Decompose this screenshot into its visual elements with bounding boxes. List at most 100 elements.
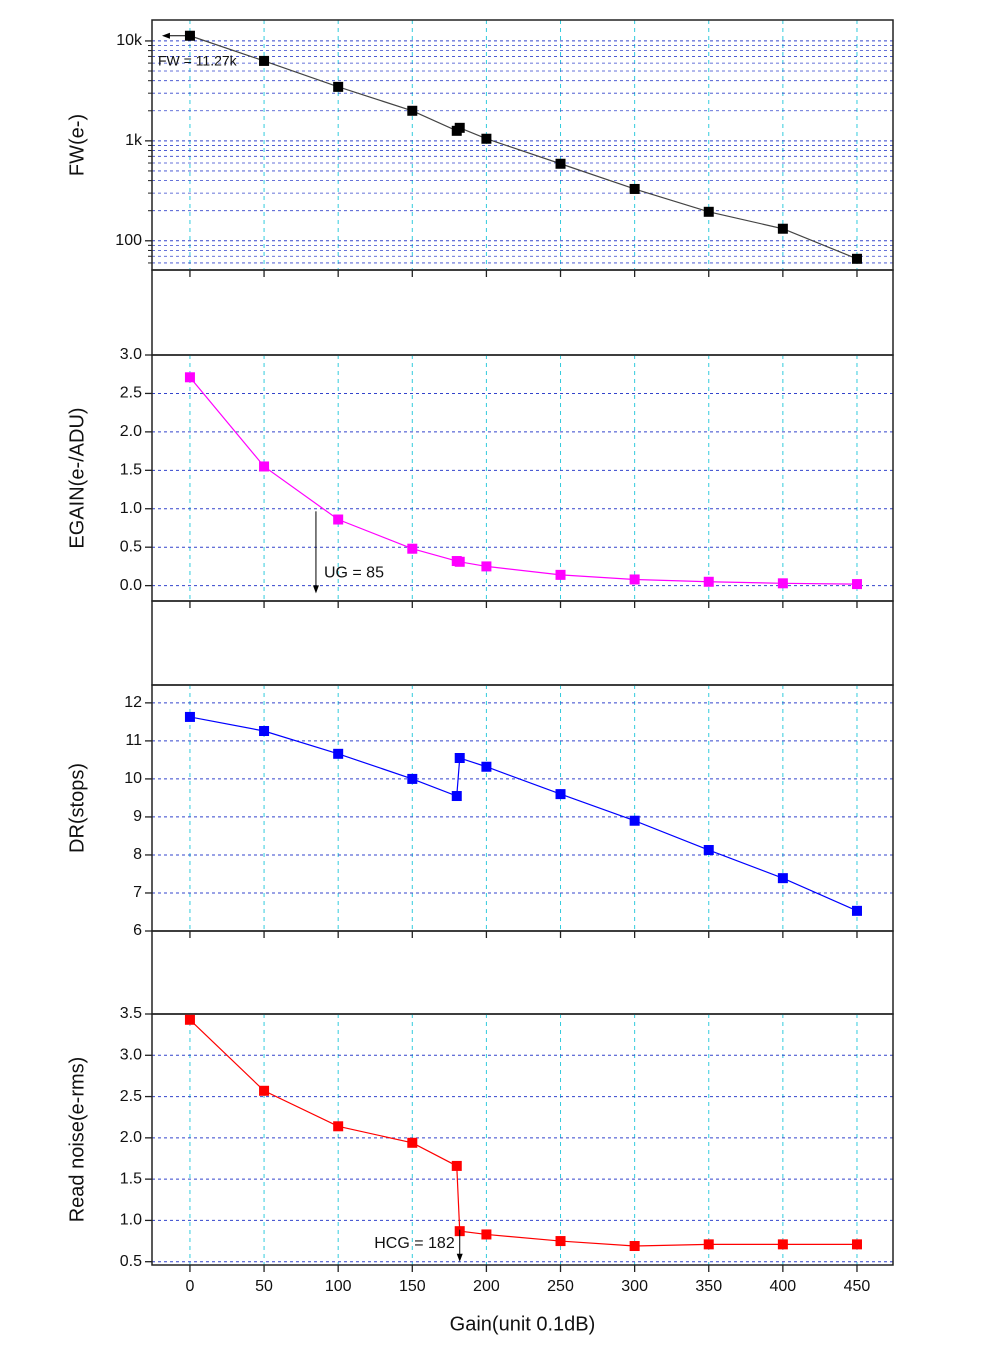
arrow-head (456, 1253, 463, 1262)
data-point (629, 1241, 640, 1252)
x-tick-label: 450 (844, 1278, 871, 1295)
data-point (407, 105, 418, 116)
data-point (703, 576, 714, 587)
series-line (189, 716, 858, 912)
series-line (189, 1019, 857, 1247)
spacer-box (151, 600, 894, 686)
y-tick-label: 2.0 (120, 1129, 142, 1146)
data-point (703, 845, 714, 856)
y-tick-label: 12 (124, 694, 142, 711)
data-point (407, 1137, 418, 1148)
y-tick-label: 2.5 (120, 1088, 142, 1105)
data-point (851, 1239, 862, 1250)
data-point (481, 133, 492, 144)
y-tick-label: 9 (133, 808, 142, 825)
data-point (333, 514, 344, 525)
data-point (851, 253, 862, 264)
x-tick-label: 250 (547, 1278, 574, 1295)
data-point (555, 569, 566, 580)
data-point (454, 556, 465, 567)
data-point (777, 873, 788, 884)
y-tick-label: 100 (115, 232, 142, 249)
y-tick-label: 1.0 (120, 500, 142, 517)
data-point (851, 905, 862, 916)
y-tick-label: 0.5 (120, 538, 142, 555)
data-point (777, 223, 788, 234)
y-axis-title: Read noise(e-rms) (66, 1057, 88, 1223)
data-point (259, 1085, 270, 1096)
y-tick-label: 10k (116, 32, 143, 49)
series-line (189, 35, 858, 260)
plot-frame (151, 19, 894, 271)
y-axis-title: DR(stops) (66, 763, 88, 853)
y-tick-label: 1.0 (120, 1212, 142, 1229)
y-tick-label: 3.0 (120, 1047, 142, 1064)
data-point (407, 543, 418, 554)
arrow-head (312, 585, 319, 594)
spacer-box (151, 930, 894, 1015)
data-point (454, 122, 465, 133)
x-tick-label: 350 (695, 1278, 722, 1295)
y-tick-label: 8 (133, 846, 142, 863)
y-tick-label: 3.5 (120, 1005, 142, 1022)
y-axis-title: FW(e-) (66, 114, 88, 176)
data-point (629, 574, 640, 585)
y-tick-label: 1k (125, 132, 143, 149)
y-tick-label: 2.5 (120, 385, 142, 402)
data-point (333, 81, 344, 92)
data-point (259, 726, 270, 737)
data-point (407, 773, 418, 784)
data-point (184, 711, 195, 722)
annotation: FW = 11.27k (158, 52, 238, 68)
y-tick-label: 1.5 (120, 1170, 142, 1187)
x-tick-label: 400 (770, 1278, 797, 1295)
plot-frame (151, 684, 894, 932)
data-point (777, 578, 788, 589)
data-point (777, 1239, 788, 1250)
x-tick-label: 150 (399, 1278, 426, 1295)
data-point (333, 748, 344, 759)
series-line (189, 376, 857, 585)
data-point (703, 1239, 714, 1250)
y-tick-label: 2.0 (120, 423, 142, 440)
data-point (481, 761, 492, 772)
data-point (454, 753, 465, 764)
y-tick-label: 10 (124, 770, 142, 787)
x-tick-label: 50 (255, 1278, 273, 1295)
data-point (333, 1121, 344, 1132)
data-point (481, 1229, 492, 1240)
data-point (481, 561, 492, 572)
y-tick-label: 6 (133, 922, 142, 939)
data-point (555, 158, 566, 169)
data-point (184, 372, 195, 383)
data-point (629, 183, 640, 194)
x-tick-label: 300 (621, 1278, 648, 1295)
x-tick-label: 0 (185, 1278, 194, 1295)
data-point (629, 815, 640, 826)
y-tick-label: 0.0 (120, 577, 142, 594)
x-tick-label: 100 (325, 1278, 352, 1295)
y-tick-label: 11 (125, 732, 142, 749)
spacer-box (151, 269, 894, 356)
arrow-head (161, 32, 170, 39)
y-tick-label: 7 (133, 884, 142, 901)
data-point (555, 789, 566, 800)
data-point (555, 1236, 566, 1247)
data-point (451, 1160, 462, 1171)
y-tick-label: 3.0 (120, 346, 142, 363)
y-axis-title: EGAIN(e-/ADU) (66, 407, 88, 548)
y-tick-label: 1.5 (120, 462, 142, 479)
x-axis-title: Gain(unit 0.1dB) (450, 1313, 596, 1335)
data-point (451, 791, 462, 802)
plot-frame (151, 354, 894, 602)
data-point (259, 461, 270, 472)
x-tick-label: 200 (473, 1278, 500, 1295)
data-point (259, 55, 270, 66)
annotation: UG = 85 (324, 565, 384, 582)
y-tick-label: 0.5 (120, 1253, 142, 1270)
plot-frame (151, 1013, 894, 1266)
data-point (851, 579, 862, 590)
data-point (703, 206, 714, 217)
annotation: HCG = 182 (374, 1235, 455, 1252)
